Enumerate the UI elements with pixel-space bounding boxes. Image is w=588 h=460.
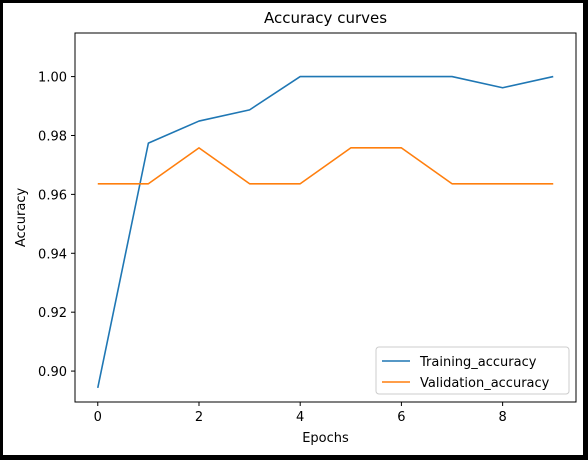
- legend: Training_accuracy Validation_accuracy: [375, 346, 570, 395]
- x-tick-label: 6: [397, 410, 405, 425]
- x-axis-label: Epochs: [302, 431, 349, 446]
- ticks: 0 2 4 6 8 0.90 0.92 0.94 0.96 0.98 1.00: [38, 71, 507, 425]
- y-tick-label: 0.92: [38, 306, 67, 321]
- y-tick-label: 0.96: [38, 188, 67, 203]
- legend-label: Validation_accuracy: [420, 376, 550, 391]
- x-tick-label: 2: [195, 410, 203, 425]
- figure: Accuracy curves Epochs Accuracy 0 2 4 6 8 0.9…: [3, 3, 583, 455]
- accuracy-chart: Accuracy curves Epochs Accuracy 0 2 4 6 8 0.9…: [14, 9, 577, 446]
- plot-lines: [96, 75, 554, 389]
- x-tick-label: 4: [296, 410, 304, 425]
- y-tick-label: 1.00: [38, 71, 67, 86]
- y-tick-label: 0.90: [38, 365, 67, 380]
- y-tick-label: 0.98: [38, 129, 67, 144]
- y-axis-label: Accuracy: [14, 188, 29, 248]
- y-tick-label: 0.94: [38, 247, 67, 262]
- legend-label: Training_accuracy: [419, 355, 537, 370]
- x-tick-label: 0: [94, 410, 102, 425]
- axes-frame: [74, 32, 577, 403]
- x-tick-label: 8: [498, 410, 506, 425]
- legend-box: [375, 346, 570, 395]
- series-line-training-accuracy: [96, 75, 554, 389]
- chart-title: Accuracy curves: [264, 9, 387, 27]
- series-line-validation-accuracy: [97, 147, 554, 185]
